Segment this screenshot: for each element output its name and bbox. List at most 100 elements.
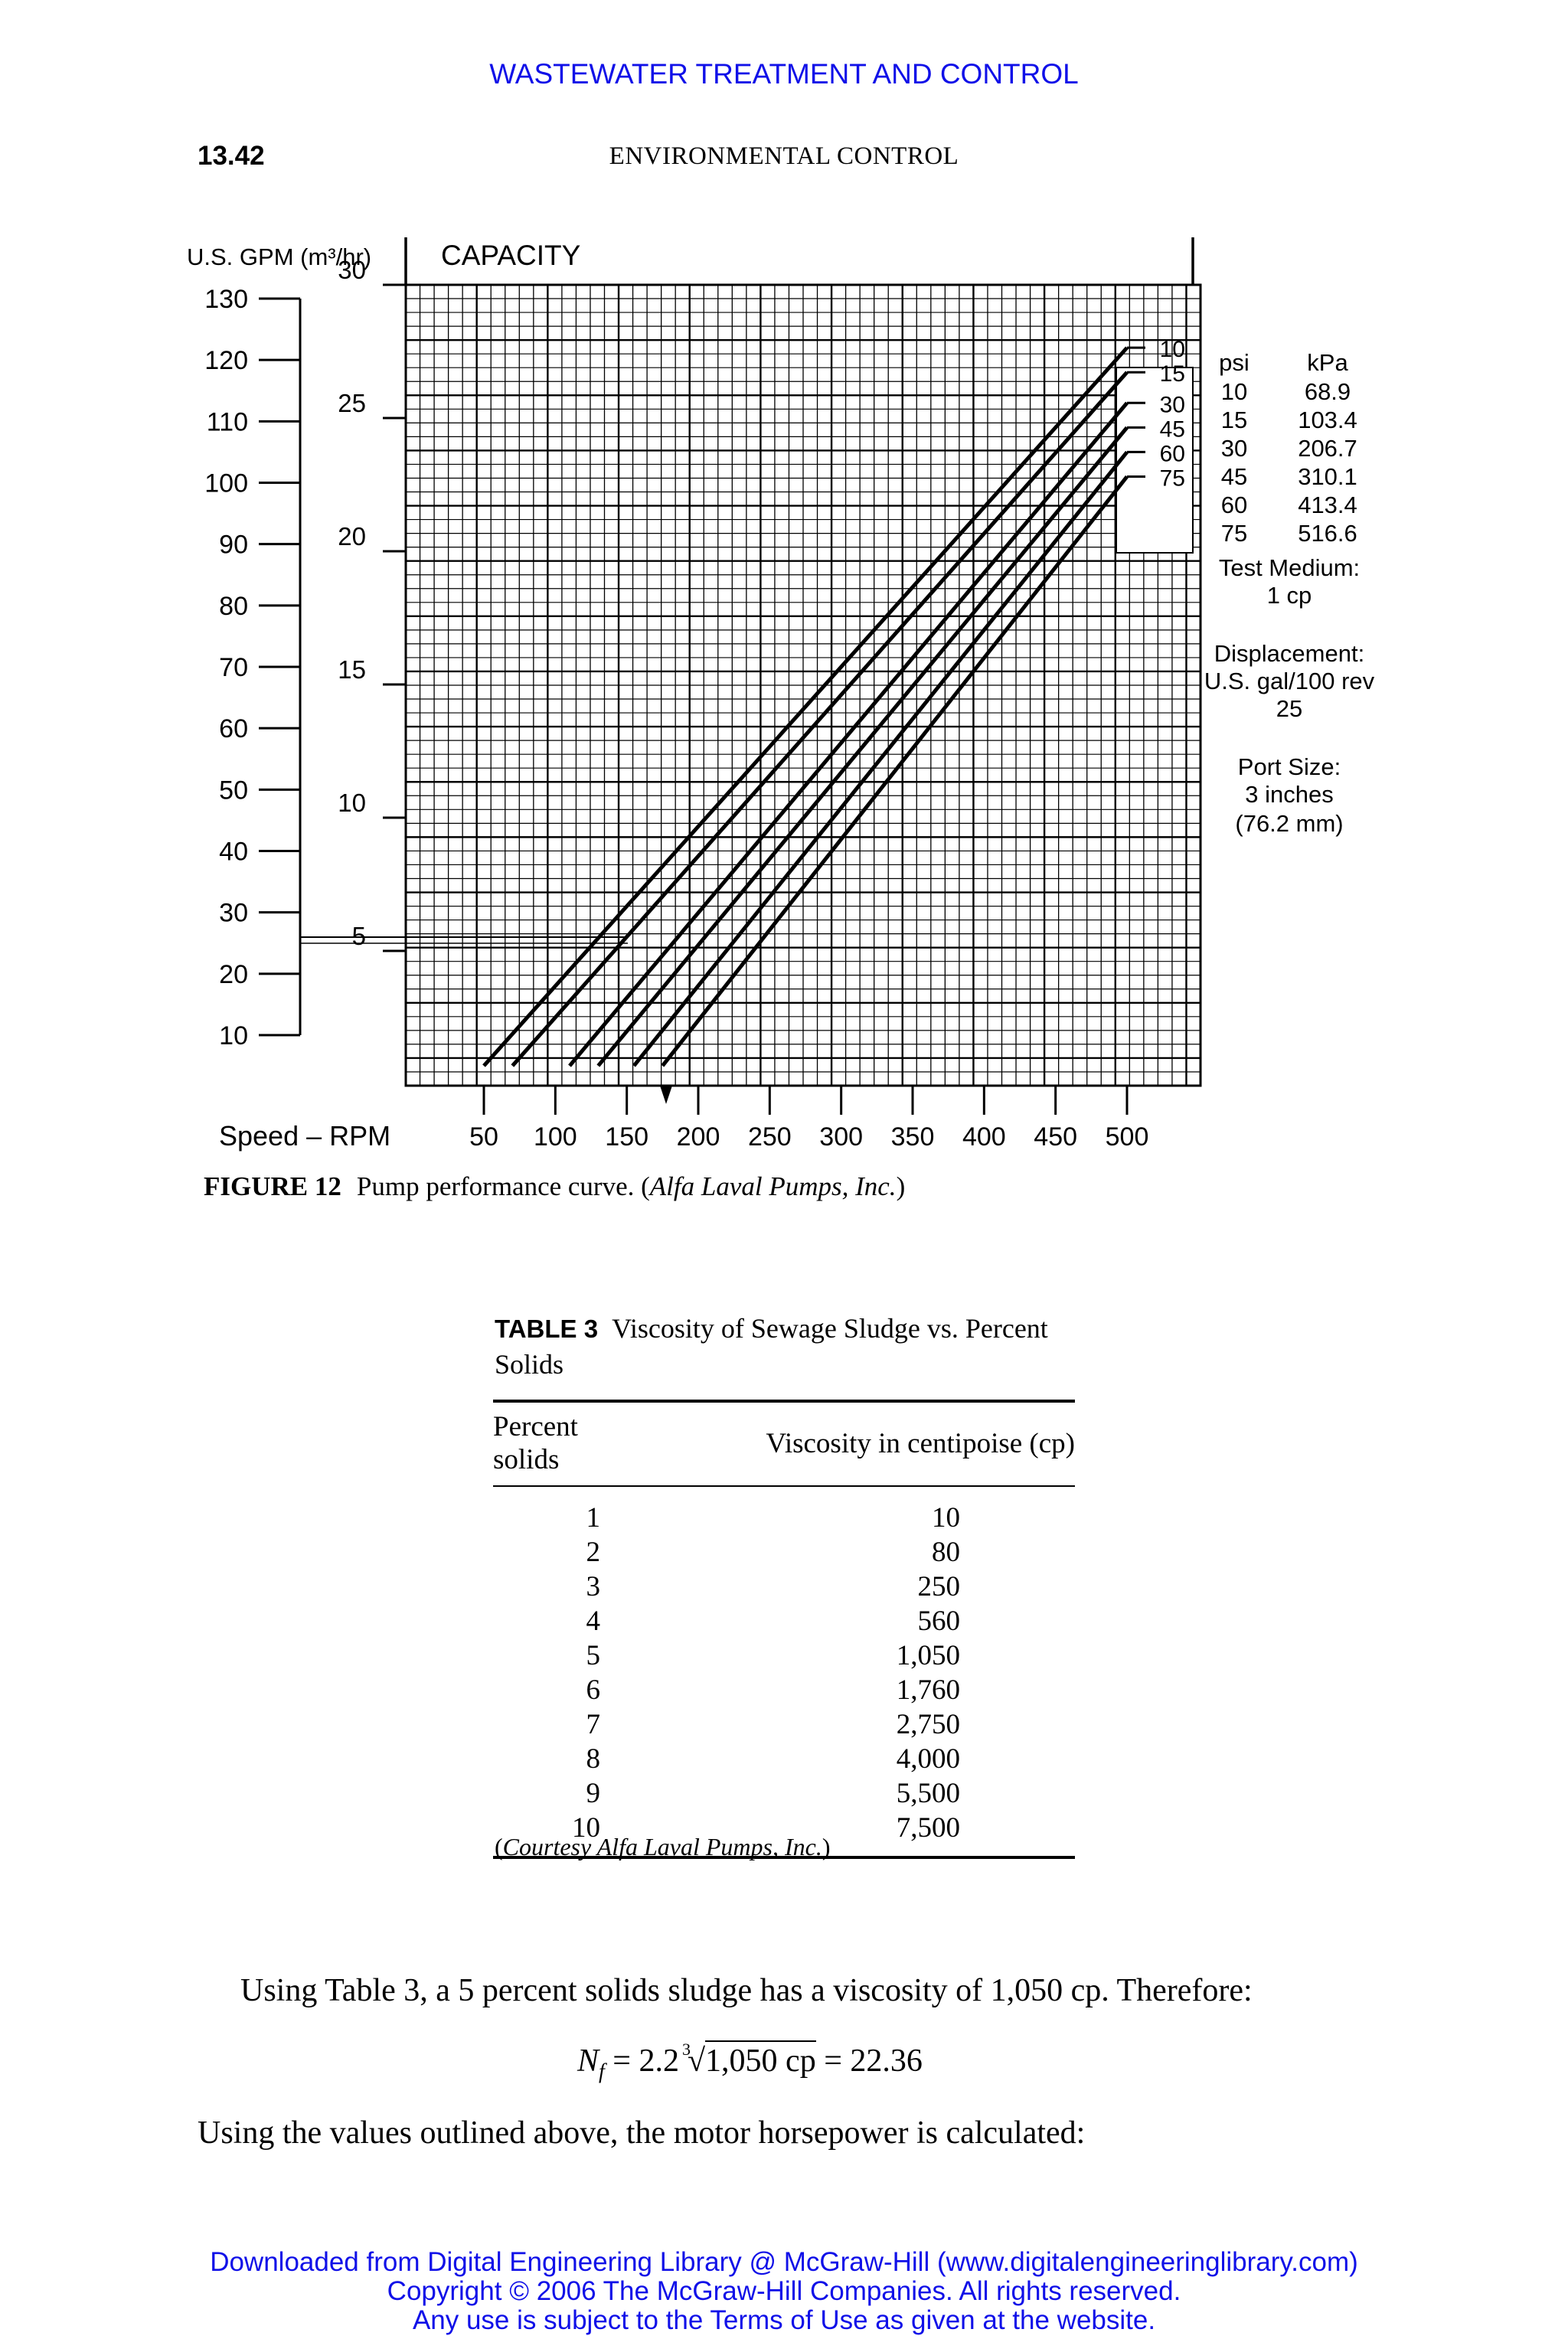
gpm-tick-label: 130	[204, 285, 248, 314]
psi-value: 60	[1221, 492, 1247, 518]
gpm-tick-label: 30	[219, 899, 248, 928]
eq-equals: = 2.2	[604, 2043, 679, 2079]
table-note: (Courtesy Alfa Laval Pumps, Inc.)	[495, 1833, 830, 1861]
speed-tick-label: 400	[962, 1122, 1006, 1152]
page-number: 13.42	[198, 141, 265, 171]
speed-tick-label: 200	[677, 1122, 720, 1152]
speed-tick-label: 300	[819, 1122, 863, 1152]
arrow-marker-icon	[660, 1086, 672, 1104]
footer-line-1[interactable]: Downloaded from Digital Engineering Libr…	[210, 2247, 1358, 2277]
gpm-tick-label: 20	[219, 960, 248, 989]
speed-tick-label: 250	[748, 1122, 792, 1152]
table-row: 8 4,000	[493, 1742, 1075, 1776]
series-label: 30	[1160, 392, 1185, 417]
pump-performance-chart: U.S. GPM (m³/hr) 130 120 110 100 90 80 70 60 50 40…	[187, 237, 1375, 1152]
table-title: TABLE 3 Viscosity of Sewage Sludge vs. Pe…	[495, 1311, 1107, 1382]
gpm-tick-label: 10	[219, 1021, 248, 1050]
test-medium-label: Test Medium:	[1219, 554, 1360, 581]
table-note-open: (	[495, 1833, 503, 1860]
viscosity-cell: 80	[932, 1537, 960, 1568]
kpa-value: 413.4	[1298, 492, 1357, 518]
figure-caption-text: Pump performance curve. (	[356, 1171, 650, 1201]
series-line-60	[632, 450, 1129, 1067]
viscosity-cell: 4,000	[896, 1743, 960, 1775]
capacity-label: CAPACITY	[441, 240, 580, 271]
series-label: 45	[1160, 416, 1185, 442]
table-header-percent-solids: Percent solids	[493, 1400, 600, 1487]
gpm-tick-label: 60	[219, 714, 248, 743]
running-header: WASTEWATER TREATMENT AND CONTROL	[489, 58, 1079, 90]
speed-tick-label: 500	[1106, 1122, 1149, 1152]
m3hr-tick-label: 20	[338, 522, 366, 550]
speed-axis-label: Speed – RPM	[219, 1120, 390, 1152]
series-line-45	[596, 426, 1129, 1067]
series-label: 75	[1160, 466, 1185, 491]
series-line-30	[568, 401, 1129, 1067]
m3hr-tick-label: 5	[352, 922, 366, 950]
gpm-tick-label: 50	[219, 776, 248, 805]
percent-solids-cell: 5	[586, 1640, 601, 1671]
table-row: 9 5,500	[493, 1776, 1075, 1811]
viscosity-cell: 250	[917, 1571, 961, 1602]
body-paragraph-2: Using the values outlined above, the mot…	[198, 2115, 1086, 2151]
speed-tick-label: 350	[891, 1122, 935, 1152]
pressure-label-box	[1116, 367, 1194, 554]
psi-value: 45	[1221, 463, 1247, 490]
gpm-tick-label: 110	[207, 407, 248, 436]
table-row: 7 2,750	[493, 1707, 1075, 1742]
figure-caption-source: Alfa Laval Pumps, Inc.	[649, 1171, 897, 1201]
psi-header: psi	[1219, 349, 1250, 376]
speed-tick-label: 450	[1034, 1122, 1077, 1152]
table-note-text: Courtesy Alfa Laval Pumps, Inc.	[502, 1833, 822, 1860]
chart-series	[482, 346, 1145, 1067]
port-size-metric: (76.2 mm)	[1235, 810, 1343, 837]
table-row: 1 10	[493, 1486, 1075, 1535]
table-row: 2 80	[493, 1535, 1075, 1570]
table-header-viscosity: Viscosity in centipoise (cp)	[600, 1400, 1075, 1487]
eq-root-index: 3	[681, 2040, 691, 2059]
percent-solids-cell: 7	[586, 1709, 601, 1740]
series-label: 60	[1160, 441, 1185, 466]
chart-axes	[259, 237, 1202, 1115]
percent-solids-cell: 8	[586, 1743, 601, 1775]
figure-caption-close: )	[896, 1171, 906, 1201]
kpa-value: 68.9	[1305, 378, 1351, 405]
port-size-value: 3 inches	[1245, 781, 1333, 808]
eq-result: = 22.36	[815, 2043, 923, 2079]
speed-tick-label: 50	[469, 1122, 498, 1152]
gpm-tick-label: 120	[204, 346, 248, 375]
eq-lhs: N	[577, 2043, 599, 2079]
footer-line-2: Copyright © 2006 The McGraw-Hill Compani…	[387, 2276, 1181, 2306]
percent-solids-cell: 6	[586, 1674, 601, 1706]
gpm-tick-label: 90	[219, 531, 248, 560]
kpa-value: 206.7	[1298, 435, 1357, 462]
gpm-tick-label: 100	[204, 469, 248, 498]
figure-number: FIGURE 12	[204, 1171, 341, 1201]
table-row: 10 7,500	[493, 1811, 1075, 1859]
percent-solids-cell: 4	[586, 1606, 601, 1637]
viscosity-table: Percent solids Viscosity in centipoise (…	[493, 1400, 1075, 1859]
table-title-text: Viscosity of Sewage Sludge vs. Percent S…	[495, 1313, 1048, 1380]
series-label: 10	[1160, 337, 1185, 362]
percent-solids-cell: 9	[586, 1778, 601, 1809]
figure-caption: FIGURE 12 Pump performance curve. (Alfa L…	[204, 1171, 905, 1202]
viscosity-cell: 560	[917, 1606, 961, 1637]
chart-labels: U.S. GPM (m³/hr) 130 120 110 100 90 80 70 60 50 40…	[187, 240, 1375, 1152]
displacement-value: 25	[1276, 695, 1302, 722]
series-line-10	[482, 346, 1129, 1067]
port-size-label: Port Size:	[1238, 753, 1341, 780]
viscosity-cell: 1,760	[896, 1674, 960, 1706]
series-line-75	[661, 475, 1129, 1067]
chart-grid	[404, 283, 1201, 1086]
kpa-value: 103.4	[1298, 407, 1357, 433]
test-medium-value: 1 cp	[1267, 582, 1312, 609]
viscosity-cell: 5,500	[896, 1778, 960, 1809]
table-row: 6 1,760	[493, 1673, 1075, 1707]
speed-tick-label: 100	[534, 1122, 577, 1152]
gpm-tick-label: 80	[219, 592, 248, 621]
percent-solids-cell: 3	[586, 1571, 601, 1602]
table-body: 1 10 2 80 3 250 4 560 5 1,050 6 1,760 7 2,750 8 4,000 9 5…	[493, 1486, 1075, 1859]
gpm-tick-label: 40	[219, 838, 248, 867]
m3hr-tick-label: 15	[338, 655, 366, 684]
percent-solids-cell: 2	[586, 1537, 601, 1568]
